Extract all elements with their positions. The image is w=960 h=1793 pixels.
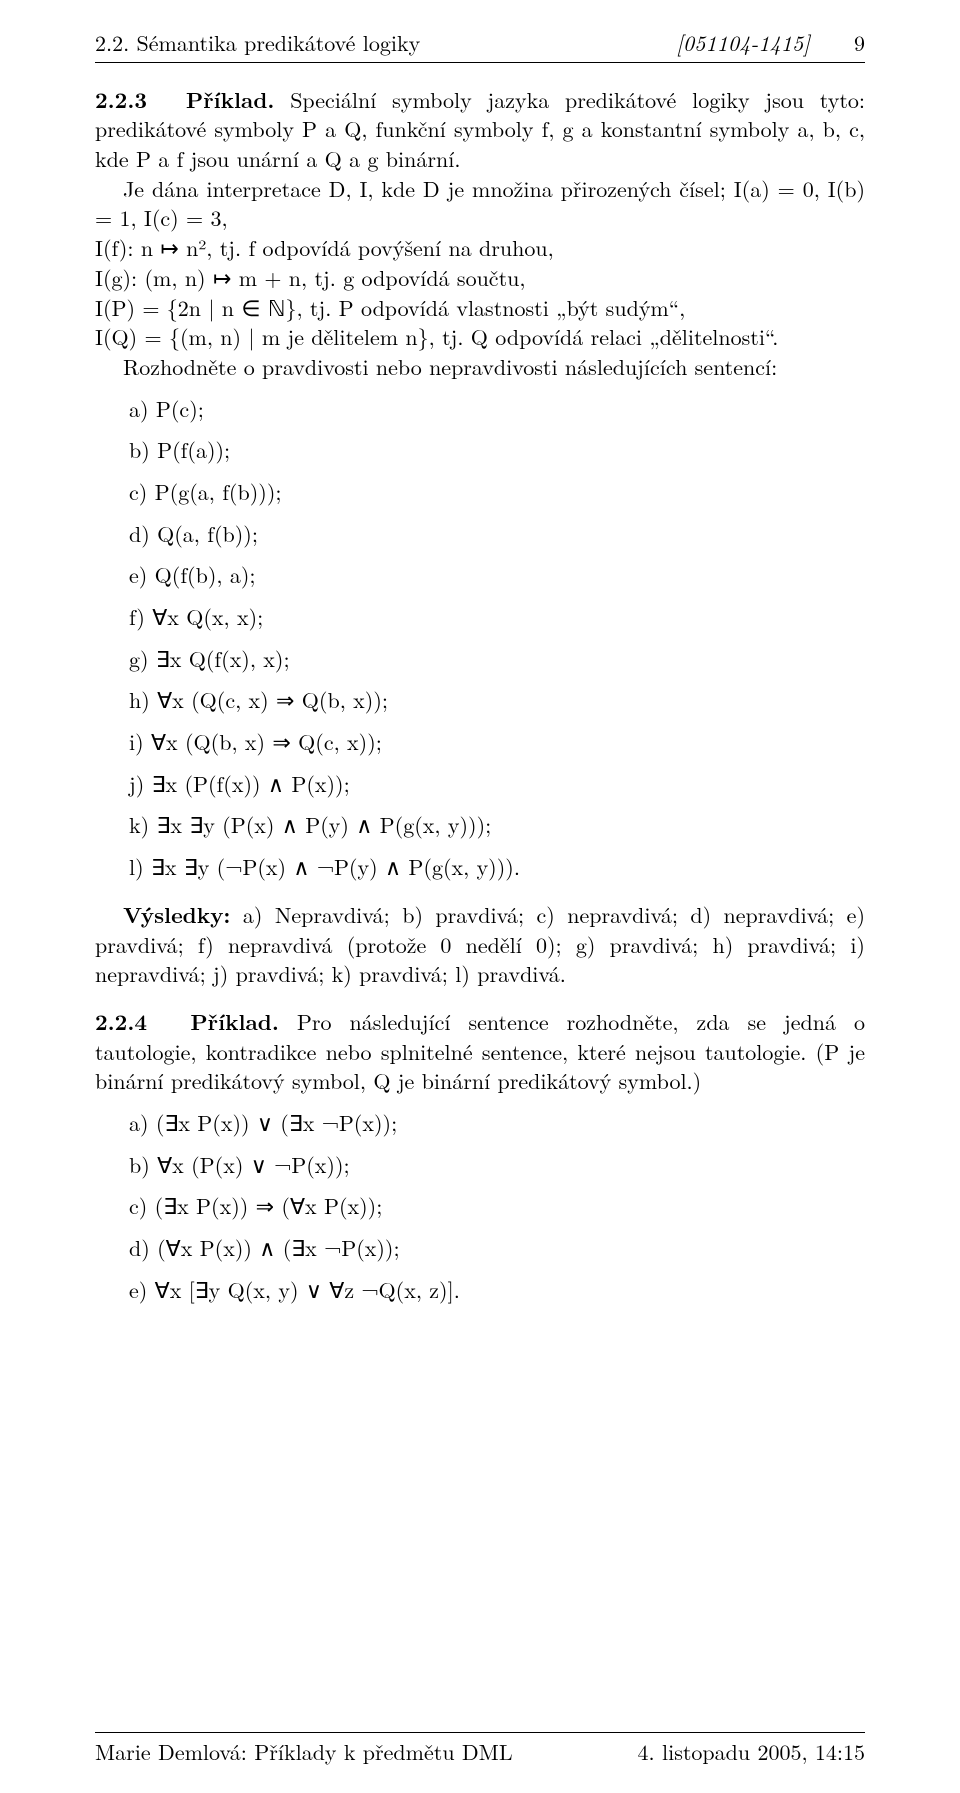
list-2-2-4: a) (∃x P(x)) ∨ (∃x ¬P(x)); b) ∀x (P(x) ∨… (95, 1108, 865, 1304)
page: 2.2. Sémantika predikátové logiky [05110… (0, 0, 960, 1793)
list-item: c) (∃x P(x)) ⇒ (∀x P(x)); (95, 1191, 865, 1221)
footer-rule (95, 1732, 865, 1733)
list-item: k) ∃x ∃y (P(x) ∧ P(y) ∧ P(g(x, y))); (95, 810, 865, 840)
list-item: b) P(f(a)); (95, 435, 865, 465)
list-item: e) ∀x [∃y Q(x, y) ∨ ∀z ¬Q(x, z)]. (95, 1275, 865, 1305)
list-item: l) ∃x ∃y (¬P(x) ∧ ¬P(y) ∧ P(g(x, y))). (95, 852, 865, 882)
section-2-2-3-p2a: Je dána interpretace D, I, kde D je množ… (95, 174, 865, 233)
section-2-2-3-p2d: I(P) = {2n | n ∈ ℕ}, tj. P odpovídá vlas… (95, 293, 865, 323)
section-2-2-3-p3: Rozhodněte o pravdivosti nebo nepravdivo… (95, 352, 865, 382)
results-2-2-3: Výsledky: a) Nepravdivá; b) pravdivá; c)… (95, 900, 865, 989)
footer-left: Marie Demlová: Příklady k předmětu DML (95, 1737, 513, 1767)
section-2-2-3-heading: 2.2.3 Příklad. Speciální symboly jazyka … (95, 85, 865, 174)
header-rule (95, 62, 865, 63)
list-item: f) ∀x Q(x, x); (95, 602, 865, 632)
list-item: j) ∃x (P(f(x)) ∧ P(x)); (95, 769, 865, 799)
list-item: d) (∀x P(x)) ∧ (∃x ¬P(x)); (95, 1233, 865, 1263)
list-item: c) P(g(a, f(b))); (95, 477, 865, 507)
list-item: g) ∃x Q(f(x), x); (95, 644, 865, 674)
list-item: d) Q(a, f(b)); (95, 519, 865, 549)
footer-right: 4. listopadu 2005, 14:15 (638, 1737, 865, 1767)
list-item: a) P(c); (95, 394, 865, 424)
running-footer: Marie Demlová: Příklady k předmětu DML 4… (95, 1732, 865, 1767)
section-2-2-3-p2c: I(g): (m, n) ↦ m + n, tj. g odpovídá sou… (95, 263, 865, 293)
list-item: e) Q(f(b), a); (95, 560, 865, 590)
list-item: b) ∀x (P(x) ∨ ¬P(x)); (95, 1150, 865, 1180)
section-2-2-3-p2e: I(Q) = {(m, n) | m je dělitelem n}, tj. … (95, 322, 865, 352)
running-header: 2.2. Sémantika predikátové logiky [05110… (95, 28, 865, 58)
list-2-2-3: a) P(c); b) P(f(a)); c) P(g(a, f(b))); d… (95, 394, 865, 882)
list-item: a) (∃x P(x)) ∨ (∃x ¬P(x)); (95, 1108, 865, 1138)
list-item: i) ∀x (Q(b, x) ⇒ Q(c, x)); (95, 727, 865, 757)
section-2-2-4-heading: 2.2.4 Příklad. Pro následující sentence … (95, 1007, 865, 1096)
list-item: h) ∀x (Q(c, x) ⇒ Q(b, x)); (95, 685, 865, 715)
header-left: 2.2. Sémantika predikátové logiky (95, 28, 420, 58)
section-2-2-3-p2b: I(f): n ↦ n², tj. f odpovídá povýšení na… (95, 233, 865, 263)
header-right: [051104-1415] 9 (676, 28, 865, 58)
